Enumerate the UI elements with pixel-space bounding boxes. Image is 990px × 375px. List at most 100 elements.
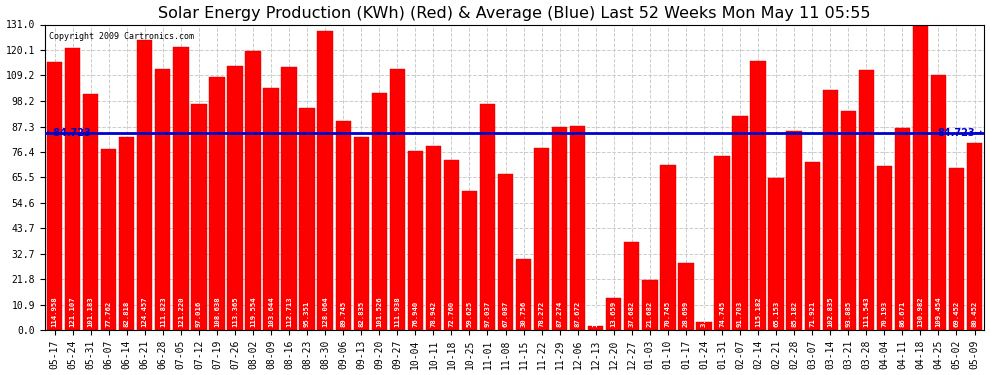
Text: 72.760: 72.760 <box>448 301 454 327</box>
Bar <box>390 69 405 330</box>
Bar <box>823 90 838 330</box>
Bar <box>498 174 513 330</box>
Text: 85.182: 85.182 <box>791 301 797 327</box>
Text: 28.699: 28.699 <box>683 301 689 327</box>
Text: 86.671: 86.671 <box>899 301 906 327</box>
Text: 103.644: 103.644 <box>268 296 274 327</box>
Text: 69.452: 69.452 <box>953 301 959 327</box>
Text: 67.087: 67.087 <box>503 301 509 327</box>
Bar <box>83 94 98 330</box>
Bar <box>858 70 874 330</box>
Bar <box>931 75 946 330</box>
Bar <box>733 116 747 330</box>
Text: 65.153: 65.153 <box>773 301 779 327</box>
Text: 97.037: 97.037 <box>484 301 490 327</box>
Text: 121.220: 121.220 <box>178 296 184 327</box>
Bar <box>552 127 567 330</box>
Text: 30.756: 30.756 <box>521 301 527 327</box>
Text: 76.940: 76.940 <box>413 301 419 327</box>
Bar <box>65 48 80 330</box>
Text: Copyright 2009 Cartronics.com: Copyright 2009 Cartronics.com <box>50 32 194 41</box>
Bar <box>750 62 765 330</box>
Text: 119.554: 119.554 <box>250 296 256 327</box>
Text: 74.745: 74.745 <box>719 301 725 327</box>
Text: 89.745: 89.745 <box>341 301 346 327</box>
Text: 95.351: 95.351 <box>304 301 310 327</box>
Bar <box>913 24 928 330</box>
Text: ←84.723: ←84.723 <box>46 128 91 138</box>
Text: 78.272: 78.272 <box>539 301 545 327</box>
Text: 101.526: 101.526 <box>376 296 382 327</box>
Text: 101.183: 101.183 <box>88 296 94 327</box>
Bar <box>408 151 423 330</box>
Bar <box>246 51 260 330</box>
Text: 1.650: 1.650 <box>593 305 599 327</box>
Bar <box>299 108 315 330</box>
Bar <box>371 93 387 330</box>
Text: 71.921: 71.921 <box>809 301 815 327</box>
Text: 112.713: 112.713 <box>286 296 292 327</box>
Bar <box>768 178 784 330</box>
Bar <box>426 146 441 330</box>
Text: 91.703: 91.703 <box>737 301 743 327</box>
Text: 70.193: 70.193 <box>881 301 887 327</box>
Bar <box>209 77 225 330</box>
Bar <box>696 322 712 330</box>
Bar <box>137 40 152 330</box>
Text: 37.682: 37.682 <box>629 301 635 327</box>
Text: 128.064: 128.064 <box>322 296 328 327</box>
Bar <box>191 104 207 330</box>
Text: 109.454: 109.454 <box>936 296 941 327</box>
Bar <box>588 327 603 330</box>
Bar <box>155 69 170 330</box>
Text: 82.818: 82.818 <box>124 301 130 327</box>
Bar <box>570 126 585 330</box>
Text: 97.016: 97.016 <box>196 301 202 327</box>
Bar <box>336 121 350 330</box>
Text: 102.835: 102.835 <box>828 296 834 327</box>
Bar <box>444 160 459 330</box>
Bar <box>516 258 532 330</box>
Bar <box>948 168 964 330</box>
Text: 13.659: 13.659 <box>611 301 617 327</box>
Text: 21.682: 21.682 <box>646 301 652 327</box>
Bar <box>624 242 640 330</box>
Bar <box>353 137 369 330</box>
Text: 124.457: 124.457 <box>142 296 148 327</box>
Text: 77.762: 77.762 <box>106 301 112 327</box>
Text: 87.274: 87.274 <box>556 301 562 327</box>
Bar <box>643 280 657 330</box>
Bar <box>534 148 549 330</box>
Text: 3.450: 3.450 <box>701 305 707 327</box>
Text: 80.452: 80.452 <box>971 301 977 327</box>
Bar <box>606 298 622 330</box>
Bar <box>47 62 62 330</box>
Text: 108.638: 108.638 <box>214 296 220 327</box>
Bar <box>263 88 279 330</box>
Text: 130.982: 130.982 <box>918 296 924 327</box>
Text: 121.107: 121.107 <box>69 296 75 327</box>
Bar <box>786 132 802 330</box>
Text: 115.182: 115.182 <box>755 296 761 327</box>
Bar <box>841 111 856 330</box>
Text: 59.625: 59.625 <box>466 301 472 327</box>
Bar <box>281 67 297 330</box>
Bar <box>119 137 135 330</box>
Bar <box>895 128 910 330</box>
Text: 70.745: 70.745 <box>665 301 671 327</box>
Bar <box>480 104 495 330</box>
Text: 93.885: 93.885 <box>845 301 851 327</box>
Text: 111.823: 111.823 <box>159 296 165 327</box>
Bar <box>318 32 333 330</box>
Bar <box>461 191 477 330</box>
Bar <box>660 165 675 330</box>
Bar <box>967 142 982 330</box>
Text: 87.672: 87.672 <box>574 301 581 327</box>
Text: 113.365: 113.365 <box>232 296 238 327</box>
Text: 114.958: 114.958 <box>51 296 57 327</box>
Bar <box>228 66 243 330</box>
Bar <box>101 149 117 330</box>
Text: 84.723→: 84.723→ <box>938 128 983 138</box>
Title: Solar Energy Production (KWh) (Red) & Average (Blue) Last 52 Weeks Mon May 11 05: Solar Energy Production (KWh) (Red) & Av… <box>158 6 871 21</box>
Text: 111.938: 111.938 <box>394 296 400 327</box>
